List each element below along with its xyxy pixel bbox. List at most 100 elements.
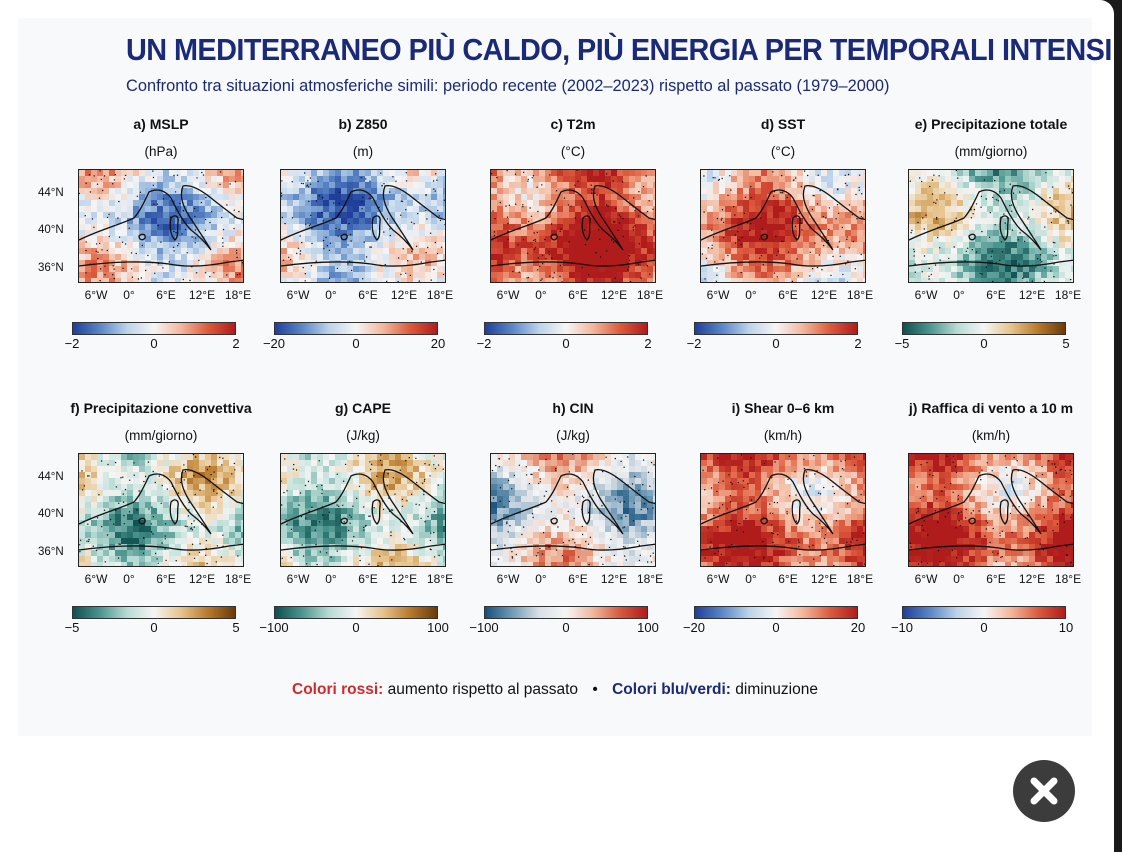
panel-unit: (hPa)	[144, 144, 178, 159]
panel-7: g) CAPE (J/kg) 6°W 0° 6°E 12°E 18°E −100 0 100	[259, 400, 456, 640]
lon-label: 18°E	[846, 572, 874, 586]
lon-label: 18°E	[636, 288, 664, 302]
lon-label: 0°	[325, 572, 337, 586]
lon-label: 6°E	[156, 572, 176, 586]
lon-label: 6°W	[914, 288, 938, 302]
lat-label: 40°N	[38, 224, 64, 236]
lon-label: 6°W	[286, 572, 310, 586]
panel-2: b) Z850 (m) 6°W 0° 6°E 12°E 18°E −20 0 20	[263, 116, 456, 356]
panel-unit: (mm/giorno)	[954, 144, 1028, 159]
panel-title: g) CAPE	[335, 400, 391, 416]
figure-title: UN MEDITERRANEO PIÙ CALDO, PIÙ ENERGIA P…	[126, 32, 1112, 67]
lon-label: 12°E	[810, 288, 838, 302]
panel-unit: (km/h)	[763, 428, 803, 443]
colorbar-tick: 2	[854, 336, 862, 351]
colorbar-tick: 0	[352, 336, 360, 351]
blue-label: Colori blu/verdi:	[612, 681, 731, 698]
lon-label: 0°	[535, 572, 547, 586]
colorbar-tick: 0	[980, 620, 988, 635]
colorbar-tick: 0	[150, 620, 158, 635]
panel-title: a) MSLP	[133, 116, 189, 132]
panel-4: d) SST (°C) 6°W 0° 6°E 12°E 18°E −2 0 2	[686, 116, 876, 356]
lon-label: 18°E	[426, 572, 454, 586]
lon-label: 0°	[325, 288, 337, 302]
colorbar-tick: 5	[232, 620, 240, 635]
lon-label: 6°E	[986, 288, 1006, 302]
panel-1: a) MSLP (hPa) 44°N 40°N 36°N 6°W 0° 6°E 12°E 18°E…	[38, 116, 254, 356]
lon-label: 6°W	[84, 572, 108, 586]
map-plot	[700, 169, 866, 283]
panel-unit: (mm/giorno)	[124, 428, 198, 443]
colorbar-tick: −2	[64, 336, 80, 351]
panel-6: f) Precipitazione convettiva (mm/giorno) 4…	[38, 400, 254, 640]
colorbar-tick: 0	[772, 336, 780, 351]
lon-label: 18°E	[1054, 572, 1082, 586]
panel-unit: (m)	[352, 144, 374, 159]
colorbar-tick: 5	[1062, 336, 1070, 351]
panel-10: j) Raffica di vento a 10 m (km/h) 6°W 0° 6°E…	[891, 400, 1084, 640]
colorbar	[72, 606, 236, 619]
figure-subtitle: Confronto tra situazioni atmosferiche si…	[126, 77, 890, 95]
close-button[interactable]	[1013, 760, 1075, 822]
lat-label: 36°N	[38, 546, 64, 558]
lon-label: 0°	[953, 288, 965, 302]
colorbar-tick: 100	[427, 620, 449, 635]
lon-label: 12°E	[810, 572, 838, 586]
colorbar-tick: −20	[682, 620, 706, 635]
map-plot	[700, 453, 866, 567]
lon-label: 12°E	[600, 288, 628, 302]
colorbar-tick: −5	[64, 620, 80, 635]
colorbar	[274, 322, 438, 335]
colorbar-tick: −2	[686, 336, 702, 351]
colorbar-tick: −20	[262, 336, 286, 351]
colorbar-tick: 10	[1058, 620, 1074, 635]
lon-label: 0°	[535, 288, 547, 302]
map-plot	[908, 453, 1074, 567]
lon-label: 6°W	[84, 288, 108, 302]
panel-9: i) Shear 0–6 km (km/h) 6°W 0° 6°E 12°E 18°E −20…	[683, 400, 876, 640]
lon-label: 18°E	[636, 572, 664, 586]
colorbar-tick: −10	[890, 620, 914, 635]
lon-label: 6°E	[778, 572, 798, 586]
colorbar-tick: 0	[352, 620, 360, 635]
lon-label: 12°E	[390, 572, 418, 586]
lon-label: 12°E	[600, 572, 628, 586]
lon-label: 6°E	[358, 572, 378, 586]
lat-label: 44°N	[38, 187, 64, 199]
figure-image: UN MEDITERRANEO PIÙ CALDO, PIÙ ENERGIA P…	[18, 18, 1112, 736]
colorbar	[694, 322, 858, 335]
lon-label: 18°E	[224, 288, 252, 302]
lon-label: 6°E	[986, 572, 1006, 586]
lon-label: 12°E	[1018, 288, 1046, 302]
panel-title: e) Precipitazione totale	[914, 116, 1068, 132]
lon-label: 18°E	[846, 288, 874, 302]
colorbar	[274, 606, 438, 619]
colorbar-tick: 0	[980, 336, 988, 351]
colorbar-tick: 2	[232, 336, 240, 351]
lon-label: 12°E	[188, 288, 216, 302]
legend-separator: •	[592, 681, 598, 698]
panel-8: h) CIN (J/kg) 6°W 0° 6°E 12°E 18°E −100 0 100	[469, 400, 666, 640]
panel-title: c) T2m	[550, 116, 596, 132]
lon-label: 0°	[745, 572, 757, 586]
lon-label: 12°E	[390, 288, 418, 302]
colorbar-tick: −2	[476, 336, 492, 351]
panel-unit: (km/h)	[971, 428, 1011, 443]
lat-label: 36°N	[38, 262, 64, 274]
lat-label: 44°N	[38, 471, 64, 483]
lon-label: 6°W	[286, 288, 310, 302]
lon-label: 6°W	[496, 572, 520, 586]
map-plot	[490, 453, 656, 567]
red-label: Colori rossi:	[292, 681, 384, 698]
map-plot	[78, 169, 244, 283]
colorbar-tick: 20	[850, 620, 866, 635]
colorbar-tick: 2	[644, 336, 652, 351]
lon-label: 6°E	[568, 288, 588, 302]
panel-unit: (J/kg)	[346, 428, 380, 443]
lon-label: 0°	[123, 288, 135, 302]
map-plot	[78, 453, 244, 567]
panel-title: b) Z850	[338, 116, 388, 132]
lon-label: 6°E	[778, 288, 798, 302]
panel-3: c) T2m (°C) 6°W 0° 6°E 12°E 18°E −2 0 2	[476, 116, 666, 356]
red-text: aumento rispetto al passato	[387, 681, 579, 698]
